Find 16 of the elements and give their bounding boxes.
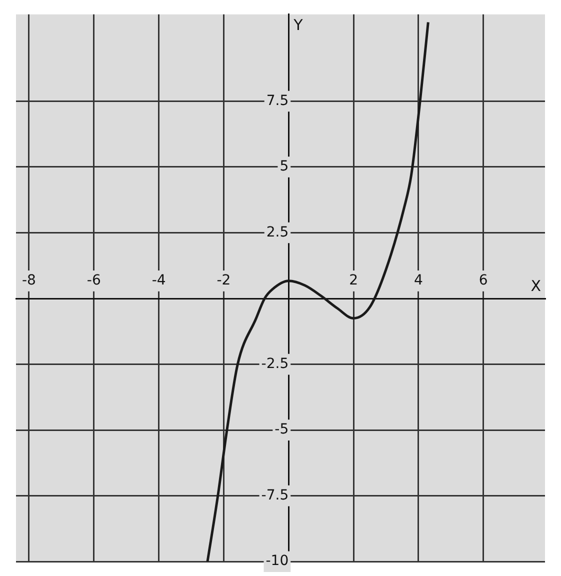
- y-tick-label: -7.5: [261, 487, 289, 504]
- y-tick-label: 2.5: [266, 224, 289, 240]
- x-tick-label: -2: [216, 272, 231, 289]
- y-axis-title: Y: [292, 16, 304, 34]
- y-tick-label: 5: [280, 158, 289, 175]
- y-tick-label: -2.5: [261, 356, 289, 372]
- x-tick-label: -6: [86, 272, 101, 289]
- x-tick-label: -4: [152, 272, 166, 289]
- y-tick-label: -10: [266, 553, 289, 570]
- x-tick-label: -8: [22, 272, 36, 289]
- x-axis-title: X: [530, 276, 541, 295]
- y-tick-label: -5: [274, 422, 289, 438]
- x-tick-label: 6: [478, 272, 488, 289]
- y-tick-label: 7.5: [266, 92, 289, 109]
- x-tick-label: 4: [414, 272, 423, 289]
- x-tick-label: 2: [349, 272, 358, 289]
